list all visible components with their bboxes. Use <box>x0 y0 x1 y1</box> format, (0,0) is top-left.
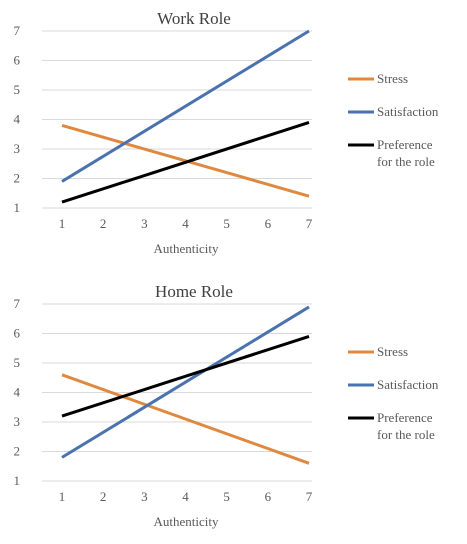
x-tick-label: 3 <box>141 216 148 231</box>
legend-label: Satisfaction <box>377 104 439 119</box>
y-tick-label: 2 <box>14 171 21 186</box>
x-axis-label: Authenticity <box>154 241 219 256</box>
y-tick-label: 6 <box>14 53 21 68</box>
legend-label: Stress <box>377 344 408 359</box>
series-line <box>61 121 310 204</box>
x-tick-label: 6 <box>265 489 272 504</box>
y-tick-label: 7 <box>14 23 21 38</box>
x-tick-label: 5 <box>223 216 230 231</box>
x-tick-label: 6 <box>265 216 272 231</box>
y-tick-label: 4 <box>14 112 21 127</box>
legend-label: Satisfaction <box>377 377 439 392</box>
x-tick-label: 4 <box>182 216 189 231</box>
y-tick-label: 6 <box>14 326 21 341</box>
chart-title: Home Role <box>155 282 233 301</box>
x-tick-label: 1 <box>59 216 66 231</box>
x-tick-label: 4 <box>182 489 189 504</box>
x-tick-label: 1 <box>59 489 66 504</box>
legend-label: Stress <box>377 71 408 86</box>
y-tick-label: 1 <box>14 473 21 488</box>
legend-label: Preference for the role <box>377 137 435 169</box>
x-tick-label: 2 <box>100 216 107 231</box>
series-line <box>61 335 310 418</box>
x-tick-label: 7 <box>306 216 313 231</box>
series-line <box>61 29 310 183</box>
y-tick-label: 1 <box>14 200 21 215</box>
x-tick-label: 2 <box>100 489 107 504</box>
x-tick-label: 7 <box>306 489 313 504</box>
home-role-chart: Home Role Authenticity 1 2 3 4 5 6 7 1 2 3 4 5 6 7 Str… <box>14 282 439 529</box>
chart-title: Work Role <box>157 9 231 28</box>
y-tick-label: 7 <box>14 296 21 311</box>
y-tick-label: 2 <box>14 444 21 459</box>
y-tick-label: 5 <box>14 82 21 97</box>
y-tick-label: 3 <box>14 414 21 429</box>
x-tick-label: 5 <box>223 489 230 504</box>
y-tick-label: 5 <box>14 355 21 370</box>
x-tick-label: 3 <box>141 489 148 504</box>
y-tick-label: 3 <box>14 141 21 156</box>
work-role-chart: Work Role Authenticity 1 2 3 4 5 6 7 1 2 3 4 5 6 7 Str… <box>14 9 439 256</box>
series-line <box>61 373 310 465</box>
x-axis-label: Authenticity <box>154 514 219 529</box>
y-tick-label: 4 <box>14 385 21 400</box>
series-line <box>61 305 310 459</box>
legend-label: Preference for the role <box>377 410 435 442</box>
